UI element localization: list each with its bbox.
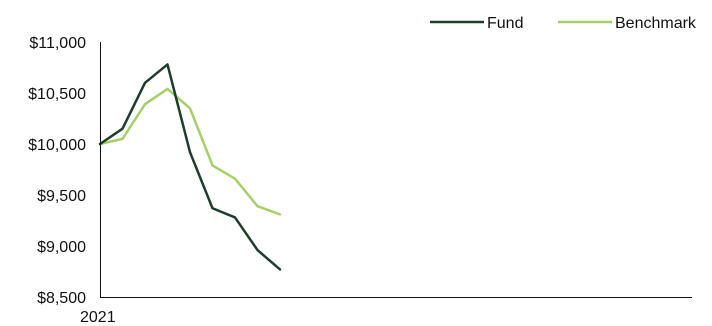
legend: Fund Benchmark	[430, 15, 697, 32]
series-layer	[98, 63, 282, 271]
y-tick-label: $10,500	[28, 86, 86, 103]
legend-label-benchmark: Benchmark	[615, 15, 697, 32]
legend-item-benchmark: Benchmark	[558, 15, 697, 32]
y-tick-label: $9,000	[37, 239, 86, 256]
y-tick-label: $9,500	[37, 188, 86, 205]
y-tick-label: $10,000	[28, 137, 86, 154]
y-axis-ticks: $8,500 $9,000 $9,500 $10,000 $10,500 $11,000	[28, 35, 86, 307]
x-tick-label: 2021	[80, 309, 116, 326]
legend-item-fund: Fund	[430, 15, 523, 32]
series-line-benchmark	[98, 87, 282, 216]
y-tick-label: $8,500	[37, 290, 86, 307]
y-tick-label: $11,000	[29, 35, 86, 52]
axes	[100, 42, 692, 298]
legend-label-fund: Fund	[487, 15, 523, 32]
series-line-fund	[98, 63, 282, 271]
